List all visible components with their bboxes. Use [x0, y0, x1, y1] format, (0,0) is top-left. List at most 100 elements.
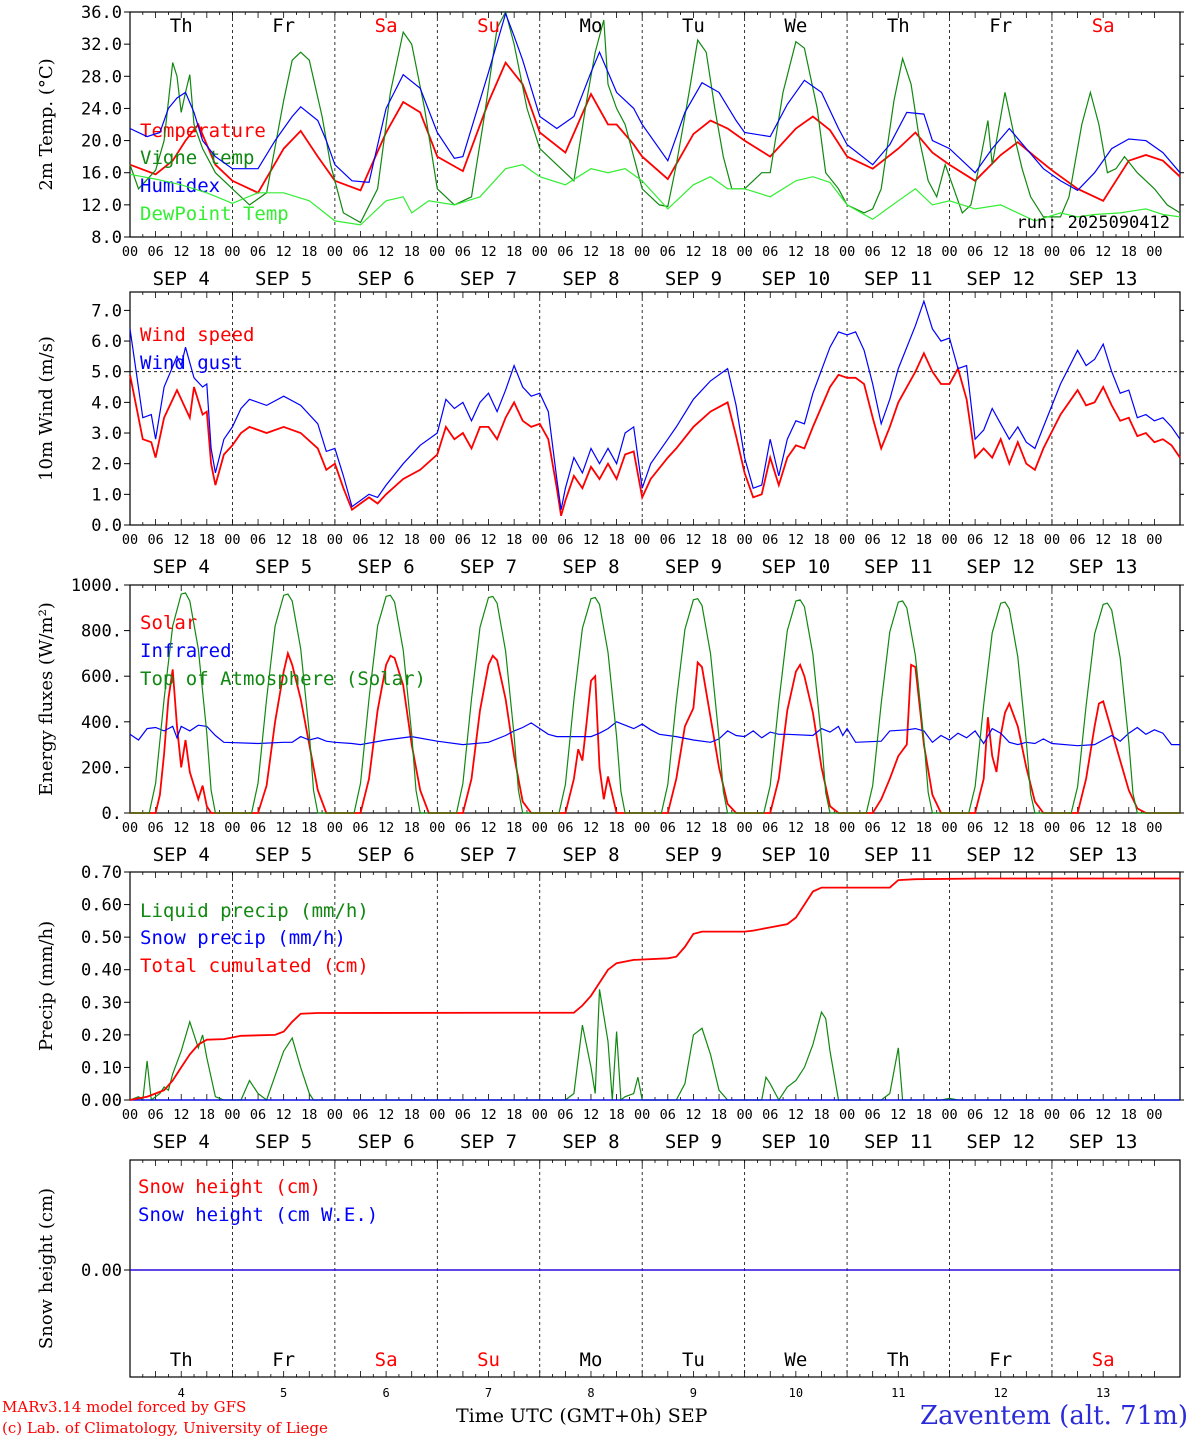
- panel1-x-tick-label: 12: [480, 244, 496, 260]
- panel1-date-label: SEP 4: [153, 268, 210, 290]
- panel4-x-tick-label: 18: [301, 1107, 317, 1123]
- panel2-x-tick-label: 18: [1121, 532, 1137, 548]
- panel2-date-label: SEP 8: [562, 556, 619, 578]
- panel2-y-tick-label: 6.0: [91, 332, 122, 352]
- panel1-x-tick-label: 00: [224, 244, 240, 260]
- panel4-x-tick-label: 12: [173, 1107, 189, 1123]
- panel4-y-tick-label: 0.20: [81, 1026, 122, 1046]
- panel2-x-tick-label: 12: [993, 532, 1009, 548]
- panel2-x-tick-label: 18: [404, 532, 420, 548]
- panel4-x-tick-label: 12: [993, 1107, 1009, 1123]
- panel3-x-tick-label: 06: [250, 820, 266, 836]
- panel1-x-tick-label: 00: [532, 244, 548, 260]
- panel3-x-tick-label: 06: [865, 820, 881, 836]
- panel1-date-label: SEP 6: [357, 268, 414, 290]
- panel4-y-tick-label: 0.50: [81, 928, 122, 948]
- day-name: Tu: [682, 15, 705, 37]
- panel1-x-tick-label: 18: [301, 244, 317, 260]
- panel4-date-label: SEP 8: [562, 1131, 619, 1153]
- panel3-x-tick-label: 18: [506, 820, 522, 836]
- panel1-series-temperature: [129, 60, 1181, 202]
- panel4-date-label: SEP 7: [460, 1131, 517, 1153]
- panel4-x-tick-label: 12: [480, 1107, 496, 1123]
- panel3-date-label: SEP 9: [665, 844, 722, 866]
- panel4-date-label: SEP 11: [864, 1131, 933, 1153]
- panel3-series-solar: [130, 650, 1180, 814]
- day-name: Fr: [272, 1349, 295, 1371]
- panel1-x-tick-label: 18: [506, 244, 522, 260]
- panel3-x-tick-label: 12: [583, 820, 599, 836]
- panel1-x-tick-label: 00: [941, 244, 957, 260]
- panel4-x-tick-label: 06: [352, 1107, 368, 1123]
- day-number: 10: [789, 1386, 803, 1400]
- panel1-series-dewpoint-temp: [129, 164, 1181, 226]
- panel2-date-label: SEP 7: [460, 556, 517, 578]
- panel2-y-tick-label: 7.0: [91, 301, 122, 321]
- panel2-x-tick-label: 18: [711, 532, 727, 548]
- panel3-date-label: SEP 12: [966, 844, 1035, 866]
- panel4-x-tick-label: 12: [583, 1107, 599, 1123]
- panel3-date-label: SEP 11: [864, 844, 933, 866]
- panel1-x-tick-label: 12: [685, 244, 701, 260]
- panel1-x-tick-label: 12: [788, 244, 804, 260]
- panel4-x-tick-label: 12: [276, 1107, 292, 1123]
- panel4-x-tick-label: 00: [122, 1107, 138, 1123]
- run-label: run: 2025090412: [1016, 213, 1170, 233]
- panel4-x-tick-label: 06: [455, 1107, 471, 1123]
- lab-credit: (c) Lab. of Climatology, University of L…: [2, 1419, 328, 1437]
- panel1-legend-entry: Temperature: [140, 120, 266, 142]
- panel4-x-tick-label: 18: [711, 1107, 727, 1123]
- day-number: 11: [891, 1386, 905, 1400]
- panel1-x-tick-label: 00: [327, 244, 343, 260]
- panel1-x-tick-label: 18: [1018, 244, 1034, 260]
- panel4-y-tick-label: 0.60: [81, 896, 122, 916]
- panel1-y-tick-label: 8.0: [91, 228, 122, 248]
- panel4-x-tick-label: 06: [147, 1107, 163, 1123]
- panel4-x-tick-label: 12: [685, 1107, 701, 1123]
- day-number: 13: [1096, 1386, 1110, 1400]
- panel2-legend-entry: Wind speed: [140, 324, 254, 346]
- day-name: We: [784, 1349, 807, 1371]
- panel1-x-tick-label: 18: [813, 244, 829, 260]
- panel4-x-tick-label: 12: [890, 1107, 906, 1123]
- panel1-x-tick-label: 00: [737, 244, 753, 260]
- panel4-date-label: SEP 9: [665, 1131, 722, 1153]
- day-name: Mo: [580, 1349, 603, 1371]
- panel2-y-axis-label: 10m Wind (m/s): [36, 336, 57, 481]
- panel2-x-tick-label: 00: [224, 532, 240, 548]
- panel4-y-tick-label: 0.70: [81, 863, 122, 883]
- panel3-y-tick-label: 0.: [102, 804, 122, 824]
- panel4-date-label: SEP 6: [357, 1131, 414, 1153]
- panel3-x-tick-label: 00: [532, 820, 548, 836]
- panel2-series-wind-gust: [129, 299, 1181, 510]
- panel2-x-tick-label: 00: [122, 532, 138, 548]
- panel5-legend-entry: Snow height (cm W.E.): [138, 1204, 378, 1226]
- panel4-x-tick-label: 12: [378, 1107, 394, 1123]
- panel1-x-tick-label: 00: [1146, 244, 1162, 260]
- panel1-x-tick-label: 12: [1095, 244, 1111, 260]
- panel3-x-tick-label: 18: [199, 820, 215, 836]
- panel3-x-tick-label: 12: [276, 820, 292, 836]
- panel3-x-tick-label: 06: [1069, 820, 1085, 836]
- panel3-x-tick-label: 00: [634, 820, 650, 836]
- panel4-x-tick-label: 18: [506, 1107, 522, 1123]
- panel1-x-tick-label: 00: [839, 244, 855, 260]
- panel2-date-label: SEP 5: [255, 556, 312, 578]
- panel4-legend-entry: Total cumulated (cm): [140, 955, 369, 977]
- panel3-x-tick-label: 06: [967, 820, 983, 836]
- panel1-x-tick-label: 00: [429, 244, 445, 260]
- panel2-x-tick-label: 12: [480, 532, 496, 548]
- panel3-series-infrared: [129, 721, 1180, 747]
- panel3-x-tick-label: 06: [352, 820, 368, 836]
- panel3-x-tick-label: 18: [1121, 820, 1137, 836]
- panel3-x-tick-label: 00: [737, 820, 753, 836]
- panel2-x-tick-label: 06: [865, 532, 881, 548]
- panel3-x-tick-label: 06: [660, 820, 676, 836]
- panel1-x-tick-label: 00: [634, 244, 650, 260]
- panel1-date-label: SEP 9: [665, 268, 722, 290]
- panel1-date-label: SEP 11: [864, 268, 933, 290]
- panel3-x-tick-label: 18: [916, 820, 932, 836]
- panel3-y-axis-label: Energy fluxes (W/m²): [36, 602, 57, 796]
- panel4-x-tick-label: 00: [532, 1107, 548, 1123]
- panel2-x-tick-label: 18: [813, 532, 829, 548]
